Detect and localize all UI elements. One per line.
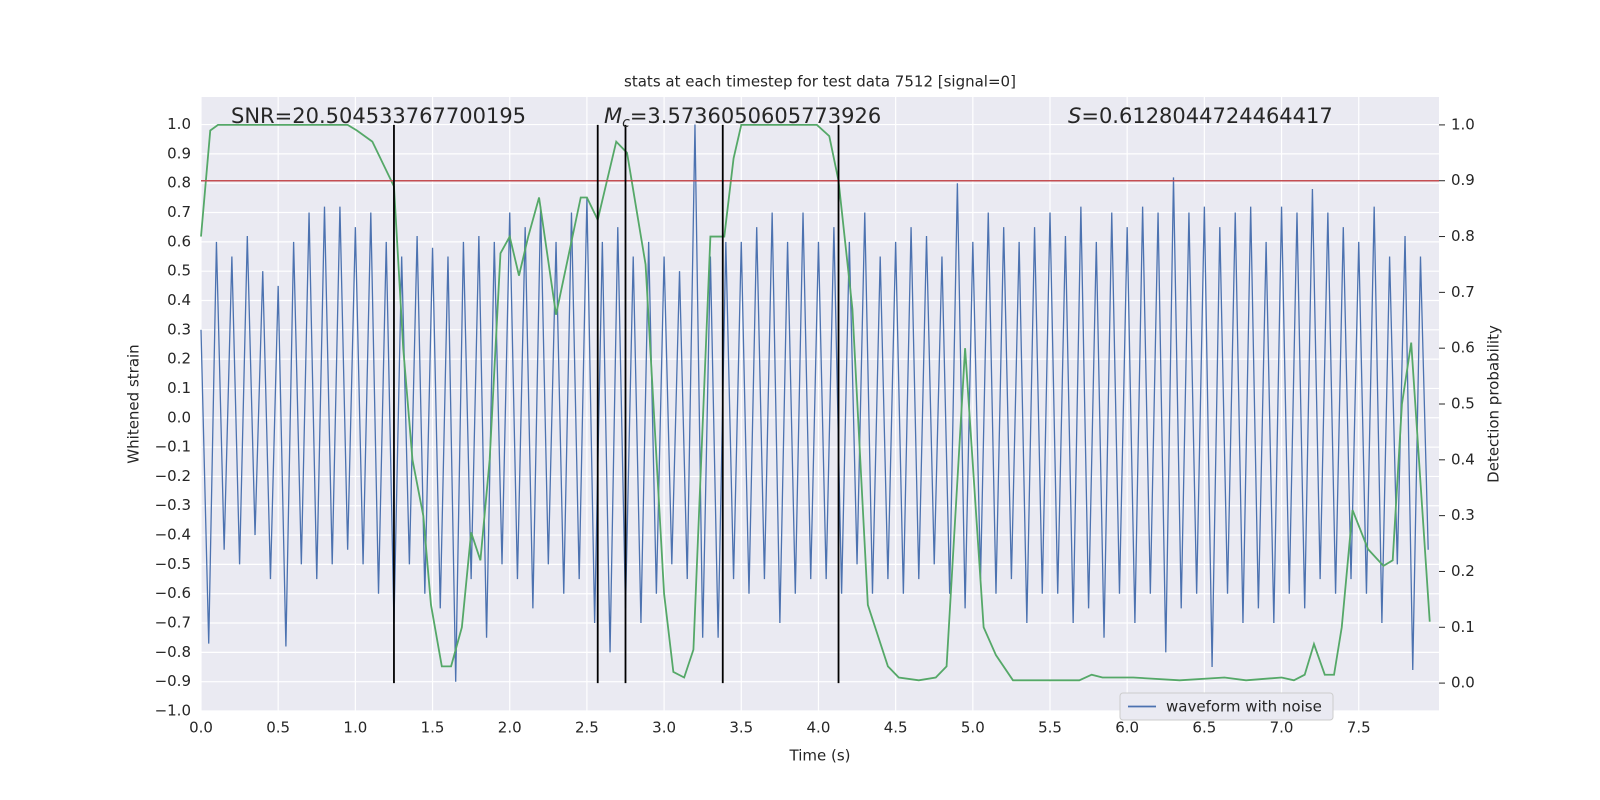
annotation-text: =3.5736050605773926 <box>630 104 881 128</box>
y2-tick-label: 0.0 <box>1451 674 1475 692</box>
y-tick-label: −0.1 <box>155 438 191 456</box>
legend-box <box>1119 692 1334 721</box>
y-tick-label: 0.4 <box>167 291 191 309</box>
y-tick-label: 0.8 <box>167 174 191 192</box>
y-tick-label: 0.6 <box>167 232 191 250</box>
y-tick-label: 1.0 <box>167 115 191 133</box>
y-tick-label: 0.7 <box>167 203 191 221</box>
x-tick-label: 1.0 <box>343 719 367 737</box>
y2-tick-label: 0.1 <box>1451 618 1475 636</box>
y-tick-label: 0.3 <box>167 320 191 338</box>
data-line <box>200 124 1429 682</box>
annotation: Mc=3.5736050605773926 <box>604 104 881 131</box>
chart-title: stats at each timestep for test data 751… <box>624 73 1016 91</box>
y-tick-label: 0.1 <box>167 379 191 397</box>
y-tick-label: −0.7 <box>155 614 191 632</box>
x-tick-label: 3.0 <box>652 719 676 737</box>
x-tick-label: 2.5 <box>575 719 599 737</box>
x-tick-label: 3.5 <box>729 719 753 737</box>
y2-tick-label: 0.4 <box>1451 450 1475 468</box>
annotation-symbol: M <box>604 104 622 128</box>
y-tick-label: −0.8 <box>155 643 191 661</box>
y2-axis-label: Detection probability <box>1485 325 1503 483</box>
x-tick-label: 6.5 <box>1192 719 1216 737</box>
y-tick-label: 0.2 <box>167 350 191 368</box>
y-tick-label: −0.5 <box>155 555 191 573</box>
y2-tick-label: 0.3 <box>1451 506 1475 524</box>
y2-tick-label: 0.8 <box>1451 227 1475 245</box>
y-tick-label: 0.0 <box>167 408 191 426</box>
x-tick-label: 4.0 <box>807 719 831 737</box>
data-line <box>200 124 1431 682</box>
x-tick-label: 4.5 <box>884 719 908 737</box>
annotation: S=0.6128044724464417 <box>1068 104 1333 128</box>
x-tick-label: 0.5 <box>266 719 290 737</box>
y-tick-label: 0.9 <box>167 144 191 162</box>
x-tick-label: 7.0 <box>1270 719 1294 737</box>
annotation-symbol: S <box>1068 104 1081 128</box>
x-tick-label: 1.5 <box>421 719 445 737</box>
y2-tick-label: 0.2 <box>1451 562 1475 580</box>
x-tick-label: 2.0 <box>498 719 522 737</box>
annotation: SNR=20.504533767700195 <box>231 104 526 128</box>
y-axis-label: Whitened strain <box>125 344 143 463</box>
y-tick-label: −0.6 <box>155 584 191 602</box>
legend-label: waveform with noise <box>1166 698 1322 716</box>
x-tick-label: 5.5 <box>1038 719 1062 737</box>
x-tick-label: 6.0 <box>1115 719 1139 737</box>
y-tick-label: −0.2 <box>155 467 191 485</box>
legend: waveform with noise <box>1119 692 1334 721</box>
y2-tick-label: 0.6 <box>1451 339 1475 357</box>
annotation-text: SNR=20.504533767700195 <box>231 104 526 128</box>
y-tick-label: −0.4 <box>155 526 191 544</box>
annotation-text: =0.6128044724464417 <box>1081 104 1332 128</box>
y-tick-label: −1.0 <box>155 702 191 720</box>
y-tick-label: 0.5 <box>167 262 191 280</box>
x-tick-label: 7.5 <box>1347 719 1371 737</box>
y-tick-label: −0.3 <box>155 496 191 514</box>
y2-tick-label: 0.5 <box>1451 395 1475 413</box>
plot-area <box>201 97 1439 711</box>
annotation-subscript: c <box>622 115 630 131</box>
y2-tick-label: 0.9 <box>1451 171 1475 189</box>
x-axis-label: Time (s) <box>789 747 851 765</box>
y2-tick-label: 0.7 <box>1451 283 1475 301</box>
data <box>200 124 1439 684</box>
y2-tick-label: 1.0 <box>1451 115 1475 133</box>
x-tick-label: 0.0 <box>189 719 213 737</box>
y-tick-label: −0.9 <box>155 672 191 690</box>
x-tick-label: 5.0 <box>961 719 985 737</box>
